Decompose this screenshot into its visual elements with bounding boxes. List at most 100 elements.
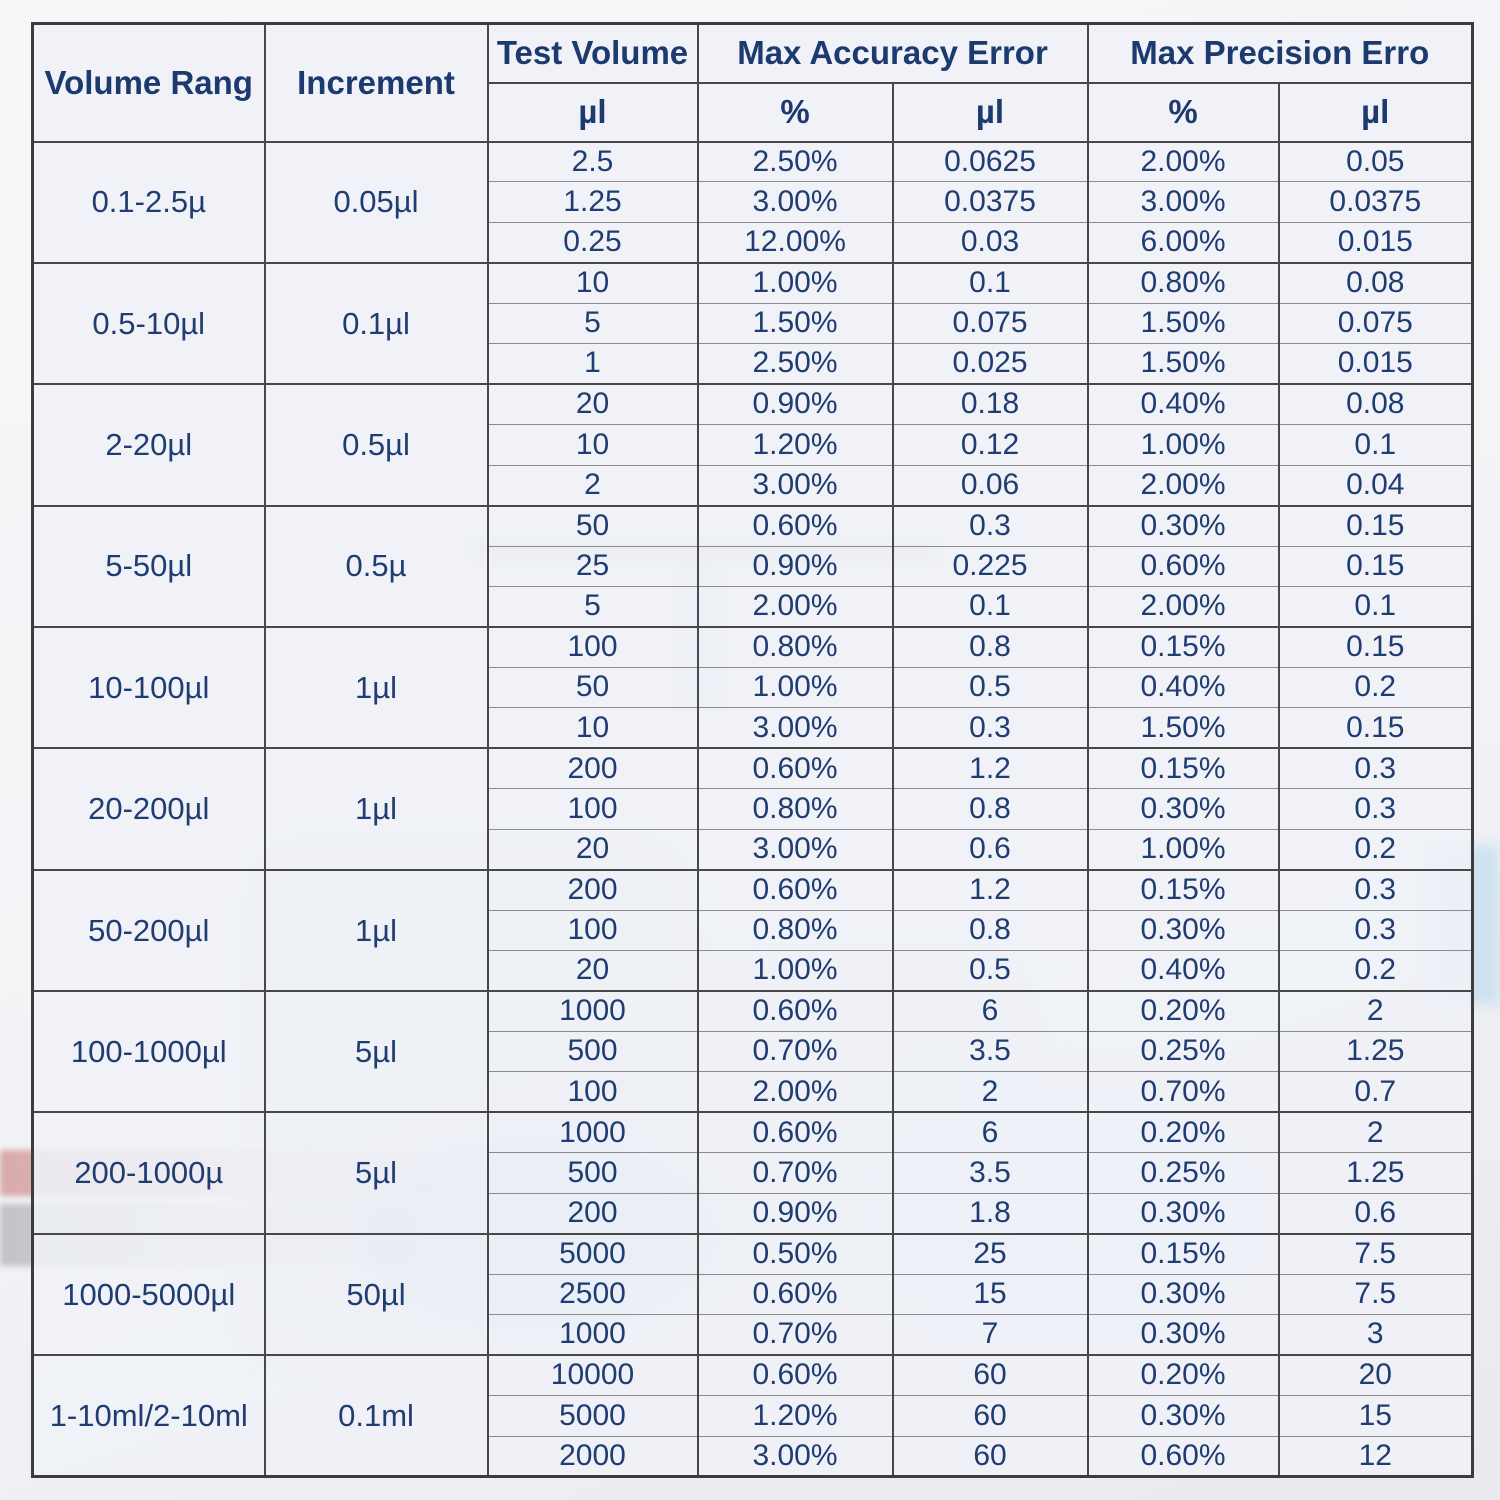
precision-percent-cell: 0.25%: [1086, 1152, 1280, 1194]
accuracy-ul-cell: 0.1: [891, 585, 1089, 627]
precision-ul-cell: 0.2: [1277, 950, 1474, 992]
spec-row: 0.1-2.5µ 0.05µl 2.5 2.50% 0.0625 2.00% 0.05: [31, 140, 1474, 263]
test-volume-cell: 10: [486, 707, 699, 749]
spec-row: 500 0.70% 3.5 0.25% 1.25: [33, 1030, 1474, 1072]
precision-ul-cell: 0.15: [1277, 625, 1474, 668]
precision-ul-cell: 0.015: [1277, 221, 1474, 263]
precision-percent-cell: 0.40%: [1086, 383, 1280, 425]
accuracy-ul-cell: 15: [891, 1273, 1089, 1315]
precision-percent-cell: 0.70%: [1086, 1071, 1280, 1113]
test-volume-cell: 5000: [486, 1232, 699, 1275]
spec-row: 100 0.80% 0.8 0.30% 0.3: [33, 788, 1474, 830]
accuracy-ul-cell: 6: [891, 990, 1089, 1032]
precision-ul-cell: 3: [1277, 1314, 1474, 1356]
increment-cell: 0.5µ: [263, 504, 489, 627]
volume-range-cell: 20-200µl: [31, 747, 266, 870]
increment-cell: 0.05µl: [263, 140, 489, 263]
accuracy-percent-cell: 0.60%: [696, 990, 894, 1032]
accuracy-ul-cell: 1.2: [891, 868, 1089, 911]
accuracy-ul-cell: 0.8: [891, 625, 1089, 668]
accuracy-percent-cell: 3.00%: [696, 181, 894, 223]
precision-percent-cell: 0.25%: [1086, 1030, 1280, 1072]
test-volume-cell: 10: [486, 261, 699, 304]
precision-percent-cell: 1.00%: [1086, 424, 1280, 466]
spec-row: 1000-5000µl 50µl 5000 0.50% 25 0.15% 7.5: [31, 1232, 1474, 1356]
precision-ul-cell: 0.0375: [1277, 181, 1474, 223]
precision-ul-cell: 0.3: [1277, 909, 1474, 951]
increment-cell: 5µl: [263, 990, 489, 1113]
test-volume-cell: 200: [486, 747, 699, 789]
test-volume-cell: 2.5: [486, 140, 699, 182]
increment-cell: 50µl: [263, 1232, 489, 1356]
precision-percent-cell: 0.40%: [1086, 950, 1280, 992]
subheader-precision-unit: µl: [1277, 81, 1474, 143]
subheader-precision-percent: %: [1086, 81, 1280, 143]
accuracy-ul-cell: 0.6: [891, 828, 1089, 870]
test-volume-cell: 5000: [486, 1395, 699, 1436]
col-header-test-volume: Test Volume: [486, 23, 699, 84]
precision-percent-cell: 0.30%: [1086, 1273, 1280, 1315]
spec-row: 100 0.80% 0.8 0.30% 0.3: [33, 909, 1474, 951]
precision-ul-cell: 0.075: [1277, 302, 1474, 344]
test-volume-cell: 100: [486, 625, 699, 668]
precision-percent-cell: 0.15%: [1086, 1232, 1280, 1275]
spec-row: 10 1.20% 0.12 1.00% 0.1: [33, 424, 1474, 466]
test-volume-cell: 200: [486, 1192, 699, 1234]
spec-row: 5000 1.20% 60 0.30% 15: [33, 1395, 1474, 1436]
accuracy-percent-cell: 12.00%: [696, 221, 894, 263]
spec-row: 20 3.00% 0.6 1.00% 0.2: [33, 828, 1474, 870]
precision-ul-cell: 0.15: [1277, 707, 1474, 749]
test-volume-cell: 1000: [486, 1314, 699, 1356]
accuracy-percent-cell: 3.00%: [696, 1435, 894, 1477]
precision-ul-cell: 0.7: [1277, 1071, 1474, 1113]
precision-ul-cell: 0.08: [1277, 261, 1474, 304]
precision-percent-cell: 0.30%: [1086, 1192, 1280, 1234]
test-volume-cell: 5: [486, 302, 699, 344]
accuracy-percent-cell: 2.50%: [696, 343, 894, 385]
test-volume-cell: 100: [486, 1071, 699, 1113]
accuracy-percent-cell: 0.60%: [696, 1354, 894, 1396]
accuracy-percent-cell: 3.00%: [696, 828, 894, 870]
col-header-volume-range: Volume Rang: [31, 23, 266, 143]
accuracy-ul-cell: 60: [891, 1354, 1089, 1396]
spec-row: 200 0.90% 1.8 0.30% 0.6: [33, 1192, 1474, 1234]
col-header-max-precision-error: Max Precision Erro: [1086, 23, 1474, 84]
test-volume-cell: 2500: [486, 1273, 699, 1315]
spec-row: 100-1000µl 5µl 1000 0.60% 6 0.20% 2: [31, 990, 1474, 1113]
accuracy-percent-cell: 0.50%: [696, 1232, 894, 1275]
accuracy-ul-cell: 1.2: [891, 747, 1089, 789]
precision-ul-cell: 1.25: [1277, 1152, 1474, 1194]
accuracy-ul-cell: 3.5: [891, 1030, 1089, 1072]
accuracy-ul-cell: 7: [891, 1314, 1089, 1356]
accuracy-ul-cell: 60: [891, 1395, 1089, 1436]
test-volume-cell: 50: [486, 666, 699, 708]
accuracy-percent-cell: 1.20%: [696, 424, 894, 466]
accuracy-ul-cell: 6: [891, 1111, 1089, 1153]
accuracy-percent-cell: 0.60%: [696, 747, 894, 789]
precision-percent-cell: 0.15%: [1086, 868, 1280, 911]
accuracy-percent-cell: 0.60%: [696, 1111, 894, 1153]
precision-ul-cell: 0.1: [1277, 585, 1474, 627]
precision-percent-cell: 1.50%: [1086, 343, 1280, 385]
accuracy-ul-cell: 3.5: [891, 1152, 1089, 1194]
precision-percent-cell: 1.00%: [1086, 828, 1280, 870]
accuracy-percent-cell: 0.80%: [696, 625, 894, 668]
accuracy-percent-cell: 0.60%: [696, 868, 894, 911]
accuracy-percent-cell: 1.50%: [696, 302, 894, 344]
volume-range-cell: 200-1000µ: [31, 1111, 266, 1234]
precision-ul-cell: 0.015: [1277, 343, 1474, 385]
volume-range-cell: 100-1000µl: [31, 990, 266, 1113]
volume-range-cell: 0.1-2.5µ: [31, 140, 266, 263]
test-volume-cell: 25: [486, 545, 699, 587]
accuracy-ul-cell: 0.06: [891, 464, 1089, 506]
precision-percent-cell: 1.50%: [1086, 302, 1280, 344]
accuracy-percent-cell: 0.90%: [696, 545, 894, 587]
precision-ul-cell: 0.15: [1277, 504, 1474, 547]
test-volume-cell: 20: [486, 828, 699, 870]
subheader-accuracy-unit: µl: [891, 81, 1089, 143]
spec-row: 10-100µl 1µl 100 0.80% 0.8 0.15% 0.15: [31, 625, 1474, 749]
spec-row: 5-50µl 0.5µ 50 0.60% 0.3 0.30% 0.15: [31, 504, 1474, 627]
test-volume-cell: 500: [486, 1030, 699, 1072]
precision-percent-cell: 0.30%: [1086, 504, 1280, 547]
